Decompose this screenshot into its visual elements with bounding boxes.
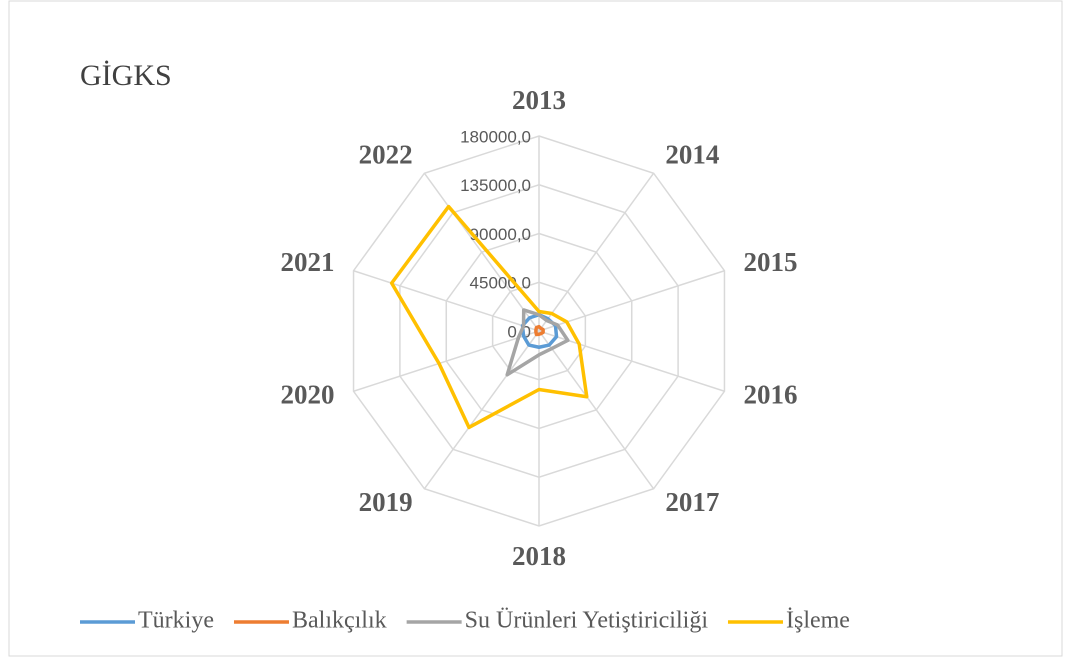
category-label: 2018 xyxy=(512,541,566,571)
tick-label: 45000,0 xyxy=(470,274,531,293)
spoke xyxy=(423,330,540,490)
category-label: 2015 xyxy=(743,247,797,277)
legend-label: İşleme xyxy=(786,608,850,634)
spoke xyxy=(353,330,540,392)
category-label: 2020 xyxy=(281,380,335,410)
spoke xyxy=(538,330,655,490)
category-label: 2017 xyxy=(665,487,719,517)
series-line xyxy=(534,324,545,337)
category-label: 2022 xyxy=(359,139,413,169)
category-label: 2019 xyxy=(359,487,413,517)
tick-label: 135000,0 xyxy=(460,176,531,195)
legend-label: Balıkçılık xyxy=(292,608,387,634)
legend-label: Türkiye xyxy=(138,608,214,634)
category-label: 2013 xyxy=(512,85,566,115)
spoke xyxy=(538,330,725,392)
tick-label: 180000,0 xyxy=(460,127,531,146)
tick-label: 90000,0 xyxy=(470,225,531,244)
spoke xyxy=(538,270,725,332)
category-label: 2021 xyxy=(281,247,335,277)
spoke xyxy=(423,172,540,332)
spoke xyxy=(353,270,540,332)
category-label: 2014 xyxy=(665,139,719,169)
series-line xyxy=(505,308,570,377)
legend-label: Su Ürünleri Yetiştiriciliği xyxy=(465,608,709,634)
spoke xyxy=(538,172,655,332)
series-line xyxy=(389,204,589,430)
chart-title: GİGKS xyxy=(80,59,172,92)
category-label: 2016 xyxy=(743,380,797,410)
